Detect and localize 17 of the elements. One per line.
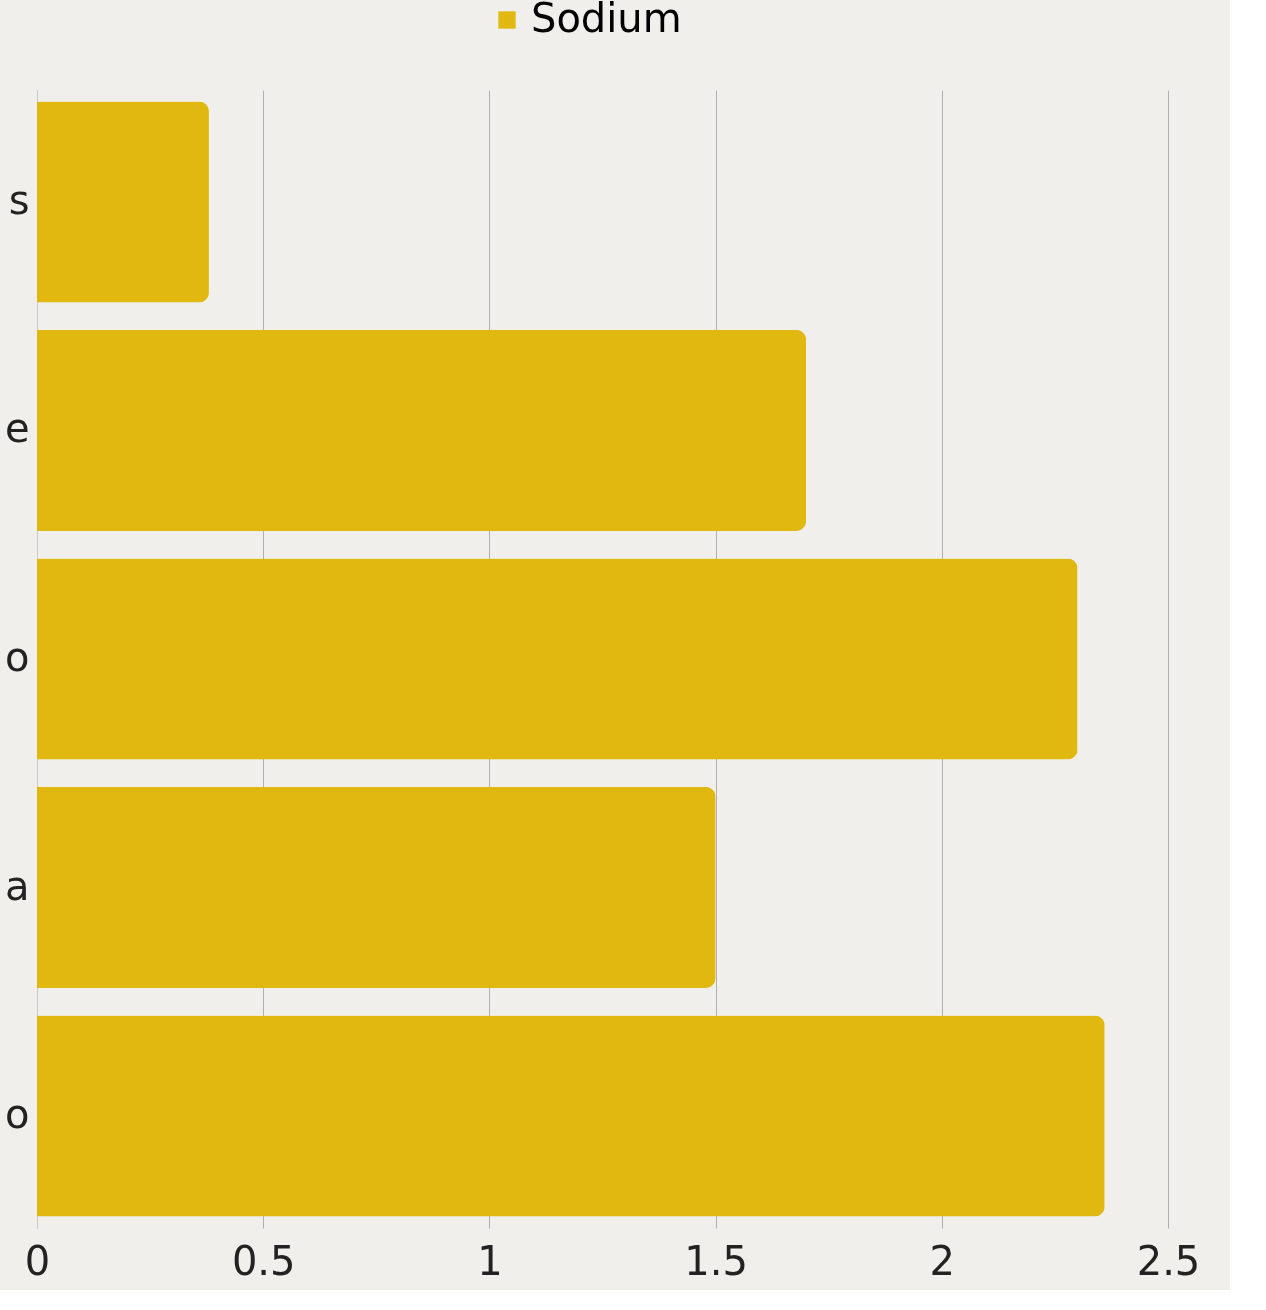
x-tick-label: 2 [929,1237,956,1284]
bar [37,786,716,989]
y-tick-label: a [4,862,30,909]
y-tick-label: s [8,176,30,223]
bar [37,1015,1105,1217]
legend-label: Sodium [531,0,682,41]
x-tick-label: 2.5 [1136,1237,1201,1284]
bar [37,329,807,532]
x-tick-label: 1.5 [684,1237,748,1284]
x-tick-label: 0 [24,1237,51,1284]
bar [37,558,1078,760]
y-tick-label: e [4,405,30,452]
y-tick-label: o [5,634,30,680]
y-tick-label: o [5,1091,30,1138]
x-tick-label: 1 [477,1237,503,1284]
bar [37,101,209,303]
x-tick-label: 0.5 [231,1237,296,1284]
